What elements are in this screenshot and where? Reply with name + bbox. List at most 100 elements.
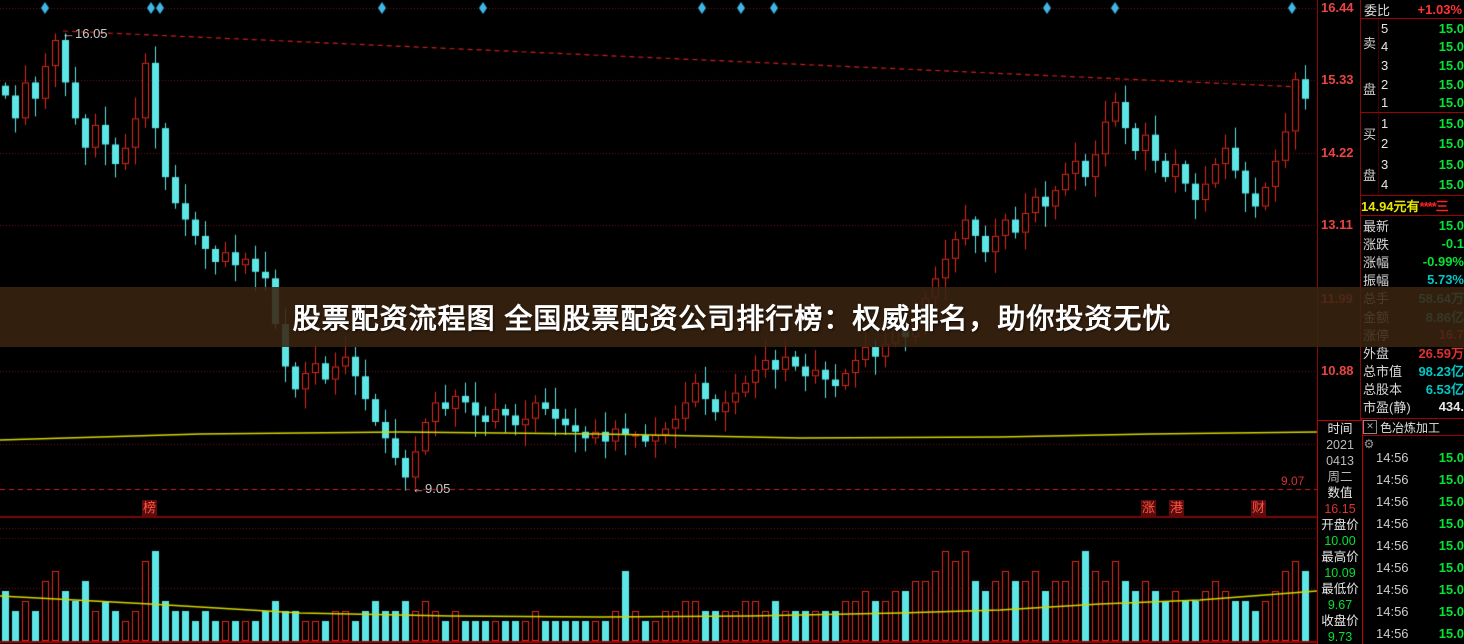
tick-row[interactable]: 14:56 15.0 — [1361, 622, 1464, 644]
sell-level-row[interactable]: 2 15.0 — [1379, 75, 1464, 94]
stat-value: 5.73% — [1427, 272, 1464, 288]
ribbon-label[interactable]: 涨 — [1141, 500, 1157, 516]
stat-value: 434. — [1438, 399, 1464, 415]
stat-row: 涨幅 -0.99% — [1361, 252, 1464, 270]
stat-label: 振幅 — [1363, 273, 1390, 289]
info-panel-row: 周二 — [1327, 470, 1353, 484]
sell-level-row[interactable]: 5 15.0 — [1379, 19, 1464, 38]
tick-row[interactable]: 14:56 15.0 — [1361, 446, 1464, 468]
tick-row[interactable]: 14:56 15.0 — [1361, 490, 1464, 512]
crosshair-info-panel: 时间 2021 0413 周二 数值 16.15 开盘价 10.00 最高价 10.09 最低价 9.… — [1317, 420, 1363, 644]
sell-level: 4 — [1381, 39, 1389, 55]
close-icon[interactable]: ✕ — [1363, 420, 1377, 434]
stat-label: 涨幅 — [1363, 254, 1390, 270]
tick-price: 15.0 — [1438, 449, 1464, 465]
sell-level-row[interactable]: 1 15.0 — [1379, 93, 1464, 112]
weibi-row: 委比 +1.03% — [1361, 0, 1464, 19]
info-ticker-row[interactable]: 14.94元有 ****三 — [1361, 195, 1464, 216]
tick-price: 15.0 — [1438, 559, 1464, 575]
price-axis-label: 13.11 — [1321, 217, 1353, 233]
stat-row: 最新 15.0 — [1361, 216, 1464, 234]
stat-label: 外盘 — [1363, 345, 1390, 361]
sell-book-label: 卖盘 — [1361, 19, 1379, 112]
buy-price: 15.0 — [1438, 156, 1464, 172]
tick-time: 14:56 — [1376, 581, 1409, 597]
tick-time: 14:56 — [1376, 537, 1409, 553]
stat-label: 总股本 — [1363, 382, 1403, 398]
sector-label: 色冶炼加工 — [1380, 420, 1441, 435]
price-axis-label: 15.33 — [1321, 72, 1354, 88]
stat-value: 6.53亿 — [1425, 382, 1464, 398]
sector-header[interactable]: ✕ 色冶炼加工 — [1361, 418, 1464, 436]
stat-value: 26.59万 — [1418, 345, 1464, 361]
sell-level: 3 — [1381, 57, 1389, 73]
stat-label: 总市值 — [1363, 364, 1403, 380]
buy-price: 15.0 — [1438, 115, 1464, 131]
stat-label: 市盈(静) — [1363, 400, 1411, 416]
weibi-label: 委比 — [1364, 2, 1391, 18]
buy-level: 4 — [1381, 177, 1389, 193]
buy-level-row[interactable]: 2 15.0 — [1379, 134, 1464, 155]
buy-level: 2 — [1381, 136, 1389, 152]
ribbon-label[interactable]: 榜 — [142, 500, 158, 516]
info-panel-row: 0413 — [1326, 454, 1354, 468]
stat-row: 涨跌 -0.1 — [1361, 234, 1464, 252]
price-axis-label: 14.22 — [1321, 144, 1354, 160]
info-panel-row: 数值 — [1327, 486, 1353, 500]
info-panel-row: 时间 — [1327, 422, 1353, 436]
tick-price: 15.0 — [1438, 581, 1464, 597]
tick-price: 15.0 — [1438, 471, 1464, 487]
info-panel-row: 开盘价 — [1321, 518, 1359, 532]
tick-time: 14:56 — [1376, 471, 1409, 487]
tick-time: 14:56 — [1376, 449, 1409, 465]
info-panel-row: 16.15 — [1324, 502, 1356, 516]
tick-price: 15.0 — [1438, 603, 1464, 619]
ribbon-label[interactable]: 港 — [1169, 500, 1185, 516]
stat-value: 15.0 — [1438, 217, 1464, 233]
ribbon-label[interactable]: 财 — [1251, 500, 1267, 516]
tick-time: 14:56 — [1376, 625, 1409, 641]
stat-row: 总市值 98.23亿 — [1361, 362, 1464, 380]
buy-price: 15.0 — [1438, 177, 1464, 193]
tick-row[interactable]: 14:56 15.0 — [1361, 578, 1464, 600]
info-panel-row: 9.67 — [1327, 598, 1353, 612]
info-panel-row: 最低价 — [1321, 582, 1359, 596]
buy-level: 3 — [1381, 156, 1389, 172]
tick-time: 14:56 — [1376, 493, 1409, 509]
buy-level-row[interactable]: 3 15.0 — [1379, 154, 1464, 175]
sell-label-char: 卖 — [1362, 35, 1376, 51]
buy-book: 买盘 1 15.0 2 15.0 3 15.0 4 15.0 — [1361, 113, 1464, 195]
tick-row[interactable]: 14:56 15.0 — [1361, 600, 1464, 622]
low-price-annotation: ←9.05 — [412, 481, 451, 496]
sell-level-row[interactable]: 3 15.0 — [1379, 56, 1464, 75]
stat-row: 市盈(静) 434. — [1361, 398, 1464, 416]
buy-price: 15.0 — [1438, 136, 1464, 152]
tick-time: 14:56 — [1376, 515, 1409, 531]
tick-row[interactable]: 14:56 15.0 — [1361, 556, 1464, 578]
tick-time: 14:56 — [1376, 603, 1409, 619]
tick-price: 15.0 — [1438, 515, 1464, 531]
stat-label: 最新 — [1363, 218, 1390, 234]
sell-price: 15.0 — [1438, 57, 1464, 73]
tick-price: 15.0 — [1438, 493, 1464, 509]
tick-time: 14:56 — [1376, 559, 1409, 575]
overlay-title-text: 股票配资流程图 全国股票配资公司排行榜：权威排名，助你投资无忧 — [292, 303, 1172, 334]
tick-row[interactable]: 14:56 15.0 — [1361, 512, 1464, 534]
info-panel-row: 10.00 — [1324, 534, 1356, 548]
stat-row: 总股本 6.53亿 — [1361, 380, 1464, 398]
info-ticker-price: 14.94元有 — [1361, 199, 1420, 214]
price-axis-label: 16.44 — [1321, 0, 1354, 15]
stat-value: -0.99% — [1422, 253, 1464, 269]
tick-row[interactable]: 14:56 15.0 — [1361, 534, 1464, 556]
gear-icon[interactable]: ⚙ — [1363, 437, 1375, 451]
tick-row[interactable]: 14:56 15.0 — [1361, 468, 1464, 490]
buy-level-row[interactable]: 1 15.0 — [1379, 113, 1464, 134]
high-price-annotation: ←16.05 — [62, 26, 108, 41]
sell-level-row[interactable]: 4 15.0 — [1379, 38, 1464, 57]
buy-level-row[interactable]: 4 15.0 — [1379, 175, 1464, 196]
sell-price: 15.0 — [1438, 20, 1464, 36]
info-panel-row: 9.73 — [1327, 630, 1353, 644]
tick-list[interactable]: 14:56 15.0 14:56 15.0 14:56 15.0 14:56 15.0 14:5… — [1361, 446, 1464, 644]
info-panel-row: 收盘价 — [1321, 614, 1359, 628]
